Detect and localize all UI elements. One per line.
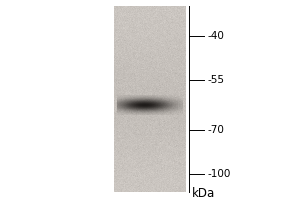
Text: kDa: kDa (192, 187, 215, 200)
Text: -40: -40 (207, 31, 224, 41)
Text: -100: -100 (207, 169, 230, 179)
Text: -70: -70 (207, 125, 224, 135)
Text: -55: -55 (207, 75, 224, 85)
